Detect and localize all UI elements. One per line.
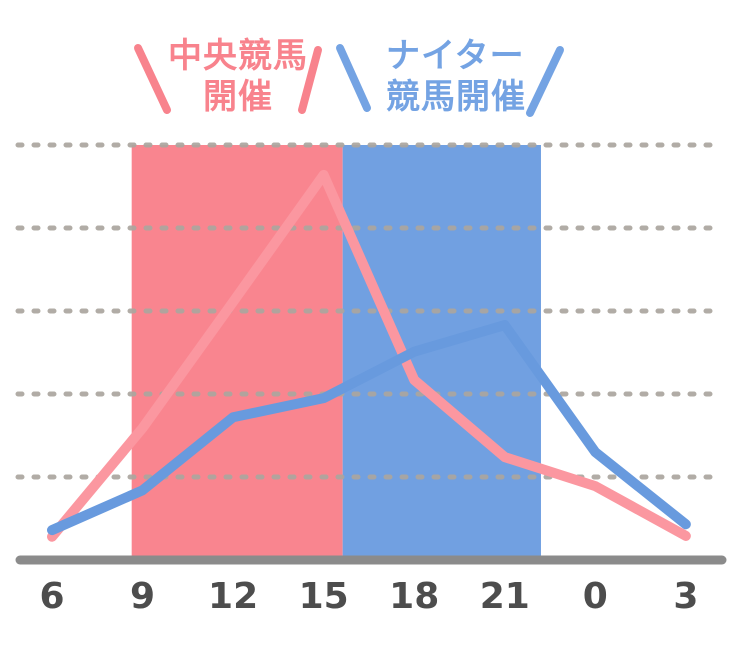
central-racing-region [131, 145, 343, 557]
x-tick-label: 3 [673, 576, 698, 617]
central-racing-callout: 中央競馬 開催 [168, 36, 308, 118]
x-tick-label: 6 [39, 576, 64, 617]
central-racing-callout-line1: 中央競馬 [168, 36, 308, 76]
nighter-racing-region [342, 145, 541, 557]
x-tick-label: 18 [389, 576, 439, 617]
central-callout-right-slash-icon [298, 46, 322, 114]
nighter-racing-callout-line1: ナイター [386, 36, 525, 76]
x-tick-label: 9 [130, 576, 155, 617]
pink-line [47, 169, 691, 542]
x-tick-label: 21 [480, 576, 530, 617]
central-racing-callout-line2: 開催 [203, 77, 273, 117]
x-tick-label: 0 [583, 576, 608, 617]
nighter-racing-callout: ナイター 競馬開催 [386, 36, 556, 118]
nighter-callout-left-slash-icon [336, 44, 371, 112]
central-callout-left-slash-icon [134, 44, 171, 114]
x-tick-label: 15 [299, 576, 349, 617]
blue-line [47, 320, 691, 536]
nighter-racing-callout-line2: 競馬開催 [386, 77, 526, 117]
nighter-callout-right-slash-icon [526, 46, 564, 117]
x-tick-label: 12 [208, 576, 258, 617]
